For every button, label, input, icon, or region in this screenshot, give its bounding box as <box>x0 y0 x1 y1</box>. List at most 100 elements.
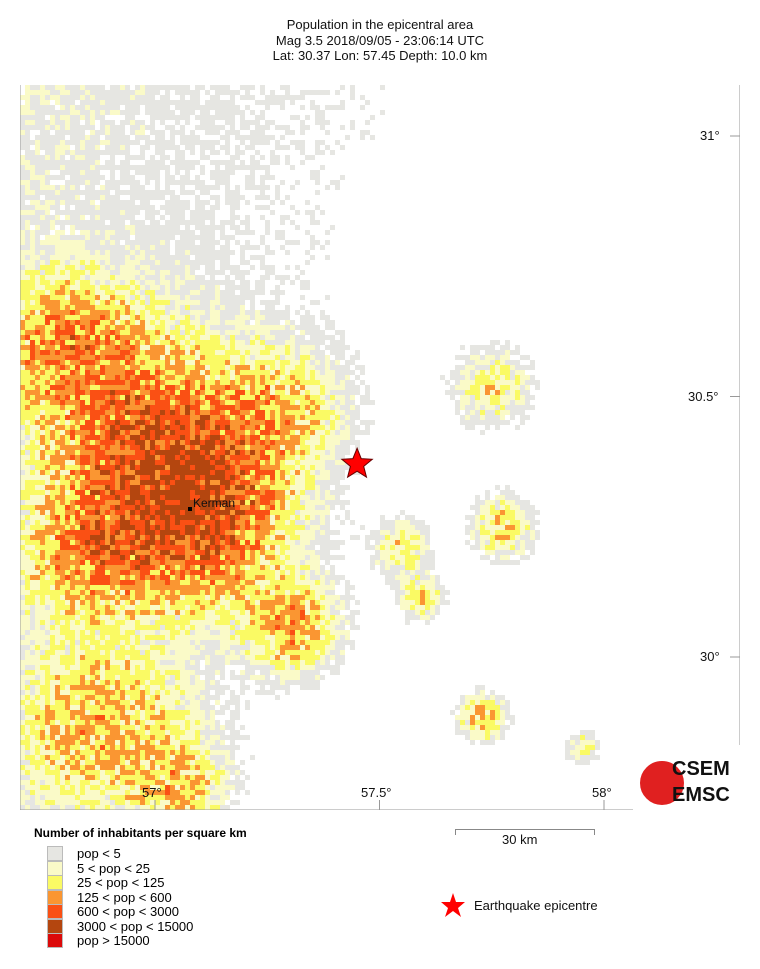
population-cell <box>495 365 500 370</box>
population-cell <box>450 390 455 395</box>
population-cell <box>170 365 175 370</box>
population-cell <box>125 315 130 320</box>
population-cell <box>45 390 50 395</box>
population-cell <box>285 130 290 135</box>
population-cell <box>225 140 230 145</box>
population-cell <box>170 255 175 260</box>
population-cell <box>25 285 30 290</box>
population-cell <box>145 265 150 270</box>
population-cell <box>250 405 255 410</box>
population-cell <box>150 375 155 380</box>
population-cell <box>170 195 175 200</box>
population-cell <box>150 385 155 390</box>
population-cell <box>220 310 225 315</box>
population-cell <box>30 215 35 220</box>
population-cell <box>20 105 25 110</box>
population-cell <box>65 100 70 105</box>
population-cell <box>110 495 115 500</box>
population-cell <box>250 185 255 190</box>
population-cell <box>95 285 100 290</box>
population-cell <box>210 435 215 440</box>
population-cell <box>255 450 260 455</box>
population-cell <box>45 155 50 160</box>
population-cell <box>65 470 70 475</box>
population-cell <box>145 445 150 450</box>
population-cell <box>95 375 100 380</box>
population-cell <box>100 485 105 490</box>
population-cell <box>45 510 50 515</box>
population-cell <box>45 90 50 95</box>
population-cell <box>60 150 65 155</box>
population-cell <box>205 285 210 290</box>
population-cell <box>145 190 150 195</box>
population-cell <box>130 255 135 260</box>
population-cell <box>90 240 95 245</box>
population-cell <box>70 315 75 320</box>
population-cell <box>505 370 510 375</box>
population-cell <box>205 405 210 410</box>
population-cell <box>140 505 145 510</box>
population-cell <box>210 145 215 150</box>
population-cell <box>130 120 135 125</box>
population-cell <box>220 320 225 325</box>
population-cell <box>45 465 50 470</box>
population-cell <box>300 350 305 355</box>
population-cell <box>130 95 135 100</box>
population-cell <box>170 395 175 400</box>
population-cell <box>185 320 190 325</box>
population-cell <box>95 430 100 435</box>
population-cell <box>45 310 50 315</box>
population-cell <box>65 95 70 100</box>
population-cell <box>175 265 180 270</box>
population-cell <box>145 420 150 425</box>
population-cell <box>60 260 65 265</box>
population-cell <box>160 415 165 420</box>
population-cell <box>165 330 170 335</box>
population-cell <box>150 455 155 460</box>
population-cell <box>335 460 340 465</box>
population-cell <box>285 85 290 90</box>
population-cell <box>85 165 90 170</box>
population-cell <box>210 510 215 515</box>
population-cell <box>205 245 210 250</box>
population-cell <box>315 370 320 375</box>
population-cell <box>280 125 285 130</box>
population-cell <box>155 280 160 285</box>
population-cell <box>100 490 105 495</box>
population-cell <box>205 230 210 235</box>
population-cell <box>190 290 195 295</box>
population-cell <box>240 415 245 420</box>
population-cell <box>90 145 95 150</box>
population-cell <box>190 150 195 155</box>
population-cell <box>110 270 115 275</box>
population-cell <box>80 455 85 460</box>
population-cell <box>235 110 240 115</box>
population-cell <box>75 135 80 140</box>
population-cell <box>485 410 490 415</box>
population-cell <box>120 445 125 450</box>
population-cell <box>125 390 130 395</box>
population-cell <box>170 385 175 390</box>
population-cell <box>165 105 170 110</box>
population-cell <box>135 435 140 440</box>
population-cell <box>165 440 170 445</box>
population-cell <box>275 490 280 495</box>
population-cell <box>275 380 280 385</box>
population-cell <box>80 335 85 340</box>
population-cell <box>240 255 245 260</box>
population-cell <box>120 495 125 500</box>
population-cell <box>95 320 100 325</box>
population-cell <box>165 425 170 430</box>
population-cell <box>90 425 95 430</box>
population-cell <box>210 415 215 420</box>
population-cell <box>30 230 35 235</box>
population-cell <box>80 240 85 245</box>
population-cell <box>230 120 235 125</box>
population-cell <box>175 300 180 305</box>
population-cell <box>195 195 200 200</box>
population-cell <box>195 475 200 480</box>
population-cell <box>500 380 505 385</box>
population-cell <box>245 260 250 265</box>
population-cell <box>490 415 495 420</box>
population-cell <box>95 340 100 345</box>
